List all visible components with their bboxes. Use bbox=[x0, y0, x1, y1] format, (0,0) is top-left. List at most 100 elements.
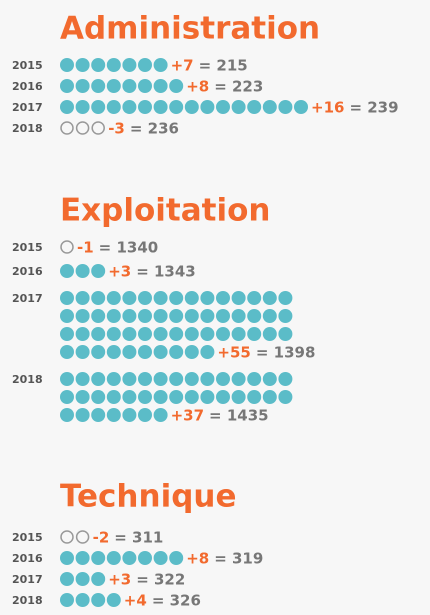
section-title: Exploitation bbox=[60, 193, 270, 229]
filled-dot bbox=[231, 327, 246, 341]
filled-dot bbox=[60, 264, 74, 278]
total-label: = 223 bbox=[214, 78, 263, 96]
filled-dot bbox=[231, 309, 246, 323]
filled-dot bbox=[278, 309, 293, 323]
filled-dot bbox=[75, 100, 90, 114]
filled-dot bbox=[106, 372, 121, 386]
filled-dot bbox=[91, 58, 106, 72]
total-label: = 1343 bbox=[136, 263, 196, 281]
filled-dot bbox=[60, 408, 74, 422]
filled-dot bbox=[138, 390, 152, 404]
filled-dot bbox=[75, 264, 90, 278]
filled-dot bbox=[91, 390, 106, 404]
filled-dot bbox=[122, 58, 137, 72]
filled-dot bbox=[184, 100, 199, 114]
change-label: +8 bbox=[186, 550, 209, 568]
filled-dot bbox=[169, 390, 184, 404]
filled-dot bbox=[75, 551, 90, 565]
filled-dot bbox=[200, 372, 215, 386]
filled-dot bbox=[106, 345, 121, 359]
filled-dot bbox=[106, 291, 121, 305]
change-label: +4 bbox=[124, 592, 147, 610]
total-label: = 215 bbox=[199, 57, 248, 75]
filled-dot bbox=[60, 593, 74, 607]
filled-dot bbox=[75, 327, 90, 341]
filled-dot bbox=[231, 291, 246, 305]
change-label: +37 bbox=[171, 407, 204, 425]
filled-dot bbox=[278, 390, 293, 404]
filled-dot bbox=[169, 327, 184, 341]
filled-dot bbox=[138, 58, 152, 72]
filled-dot bbox=[216, 372, 230, 386]
filled-dot bbox=[122, 327, 137, 341]
filled-dot bbox=[75, 291, 90, 305]
total-label: = 326 bbox=[152, 592, 201, 610]
filled-dot bbox=[216, 291, 230, 305]
change-label: +3 bbox=[108, 263, 131, 281]
filled-dot bbox=[153, 551, 168, 565]
filled-dot bbox=[106, 327, 121, 341]
filled-dot bbox=[75, 309, 90, 323]
filled-dot bbox=[247, 291, 262, 305]
filled-dot bbox=[138, 372, 152, 386]
year-label: 2015 bbox=[12, 59, 43, 72]
filled-dot bbox=[169, 372, 184, 386]
filled-dot bbox=[278, 291, 293, 305]
filled-dot bbox=[91, 327, 106, 341]
filled-dot bbox=[122, 551, 137, 565]
section-title: Administration bbox=[60, 11, 320, 47]
filled-dot bbox=[106, 58, 121, 72]
filled-dot bbox=[278, 327, 293, 341]
filled-dot bbox=[247, 327, 262, 341]
filled-dot bbox=[106, 390, 121, 404]
filled-dot bbox=[247, 390, 262, 404]
section-title: Technique bbox=[60, 479, 236, 515]
filled-dot bbox=[60, 309, 74, 323]
filled-dot bbox=[216, 100, 230, 114]
filled-dot bbox=[153, 408, 168, 422]
filled-dot bbox=[153, 390, 168, 404]
filled-dot bbox=[247, 100, 262, 114]
hollow-dot bbox=[75, 121, 90, 135]
filled-dot bbox=[153, 372, 168, 386]
filled-dot bbox=[60, 372, 74, 386]
filled-dot bbox=[75, 58, 90, 72]
filled-dot bbox=[169, 309, 184, 323]
filled-dot bbox=[262, 327, 277, 341]
filled-dot bbox=[122, 309, 137, 323]
filled-dot bbox=[138, 100, 152, 114]
filled-dot bbox=[60, 327, 74, 341]
filled-dot bbox=[138, 327, 152, 341]
change-label: +55 bbox=[217, 344, 250, 362]
filled-dot bbox=[60, 100, 74, 114]
filled-dot bbox=[169, 551, 184, 565]
filled-dot bbox=[106, 408, 121, 422]
filled-dot bbox=[75, 79, 90, 93]
hollow-dot bbox=[60, 530, 74, 544]
change-label: +8 bbox=[186, 78, 209, 96]
filled-dot bbox=[106, 100, 121, 114]
filled-dot bbox=[122, 345, 137, 359]
filled-dot bbox=[231, 100, 246, 114]
filled-dot bbox=[91, 100, 106, 114]
filled-dot bbox=[60, 572, 74, 586]
filled-dot bbox=[60, 79, 74, 93]
filled-dot bbox=[153, 291, 168, 305]
change-label: +3 bbox=[108, 571, 131, 589]
change-label: +7 bbox=[171, 57, 194, 75]
filled-dot bbox=[75, 408, 90, 422]
year-label: 2018 bbox=[12, 594, 43, 607]
hollow-dot bbox=[60, 240, 74, 254]
year-label: 2017 bbox=[12, 101, 43, 114]
filled-dot bbox=[60, 291, 74, 305]
filled-dot bbox=[91, 309, 106, 323]
filled-dot bbox=[216, 390, 230, 404]
filled-dot bbox=[169, 291, 184, 305]
filled-dot bbox=[138, 551, 152, 565]
total-label: = 1435 bbox=[209, 407, 269, 425]
year-label: 2018 bbox=[12, 122, 43, 135]
filled-dot bbox=[200, 345, 215, 359]
filled-dot bbox=[294, 100, 308, 114]
change-label: -1 bbox=[77, 239, 94, 257]
year-label: 2017 bbox=[12, 292, 43, 305]
